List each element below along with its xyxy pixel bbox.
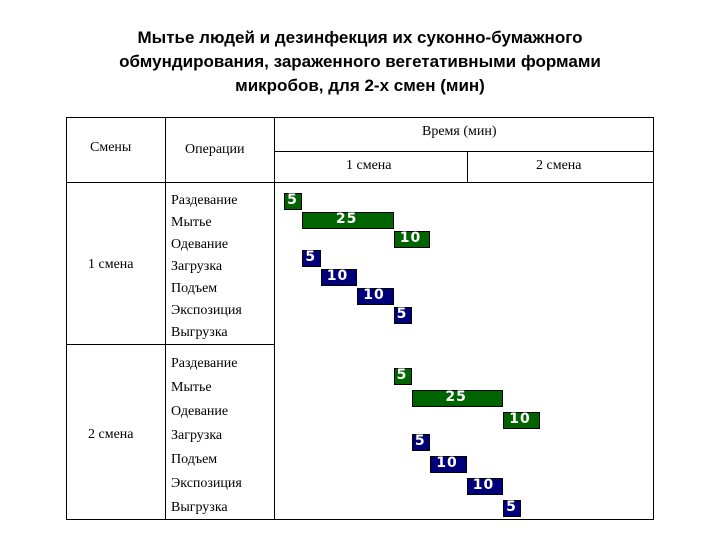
gantt-bar xyxy=(411,434,430,451)
gantt-bar xyxy=(302,212,394,229)
gantt-bar-label: 5 xyxy=(506,499,517,515)
divider-header-body xyxy=(66,182,654,183)
gantt-bar-label: 10 xyxy=(509,411,531,427)
gantt-bar xyxy=(284,193,303,210)
gantt-bar xyxy=(503,412,540,429)
subheader-shift-2: 2 смена xyxy=(536,158,582,173)
operation-item: Подъем xyxy=(171,452,218,467)
operation-item: Мытье xyxy=(171,380,212,395)
gantt-bar-label: 10 xyxy=(399,230,422,246)
gantt-bar xyxy=(430,456,467,473)
title-line-3: микробов, для 2-х смен (мин) xyxy=(235,76,485,95)
operation-item: Загрузка xyxy=(171,259,223,274)
operation-item: Раздевание xyxy=(171,193,238,208)
shift-label-1: 1 смена xyxy=(88,257,134,272)
gantt-bar-label: 5 xyxy=(396,367,408,383)
gantt-bar xyxy=(411,390,503,407)
divider-time-header xyxy=(274,151,654,152)
gantt-bar-label: 25 xyxy=(335,211,358,227)
gantt-bar xyxy=(320,269,357,286)
gantt-bar-label: 10 xyxy=(326,268,349,284)
operations-list-shift-1: Раздевание Мытье Одевание Загрузка Подъе… xyxy=(171,190,242,344)
operation-item: Выгрузка xyxy=(171,500,228,515)
gantt-bar-label: 5 xyxy=(287,192,298,208)
operation-item: Одевание xyxy=(171,404,229,419)
divider-shifts-operations xyxy=(165,117,166,520)
title-line-2: обмундирования, зараженного вегетативным… xyxy=(119,52,601,71)
schedule-table xyxy=(66,117,654,520)
gantt-bar-label: 5 xyxy=(414,433,426,449)
operation-item: Выгрузка xyxy=(171,325,228,340)
shift-label-2: 2 смена xyxy=(88,427,134,442)
operation-item: Загрузка xyxy=(171,428,223,443)
gantt-bar-label: 25 xyxy=(445,389,467,405)
page-title: Мытье людей и дезинфекция их суконно-бум… xyxy=(40,26,680,98)
gantt-bar xyxy=(393,231,430,248)
gantt-bar-label: 10 xyxy=(472,477,495,493)
operations-list-shift-2: Раздевание Мытье Одевание Загрузка Подъе… xyxy=(171,352,242,520)
operation-item: Подъем xyxy=(171,281,218,296)
operation-item: Мытье xyxy=(171,215,212,230)
operation-item: Одевание xyxy=(171,237,229,252)
gantt-bar xyxy=(503,500,522,517)
gantt-bar xyxy=(393,307,412,324)
gantt-bar-label: 10 xyxy=(436,455,458,471)
subheader-shift-1: 1 смена xyxy=(346,158,392,173)
gantt-bar xyxy=(357,288,394,305)
operation-item: Раздевание xyxy=(171,356,238,371)
divider-operations-time xyxy=(274,117,275,520)
column-header-operations: Операции xyxy=(185,142,245,157)
gantt-bar-label: 5 xyxy=(396,306,408,322)
column-header-time: Время (мин) xyxy=(422,124,497,139)
gantt-bar xyxy=(393,368,412,385)
divider-shift-groups xyxy=(66,344,275,345)
gantt-bar-label: 10 xyxy=(363,287,385,303)
divider-time-subcolumns xyxy=(467,151,468,182)
operation-item: Экспозиция xyxy=(171,476,242,491)
operation-item: Экспозиция xyxy=(171,303,242,318)
title-line-1: Мытье людей и дезинфекция их суконно-бум… xyxy=(137,28,583,47)
column-header-shifts: Смены xyxy=(90,140,132,155)
gantt-bar-label: 5 xyxy=(305,249,317,265)
gantt-bar xyxy=(302,250,321,267)
gantt-bar xyxy=(466,478,503,495)
